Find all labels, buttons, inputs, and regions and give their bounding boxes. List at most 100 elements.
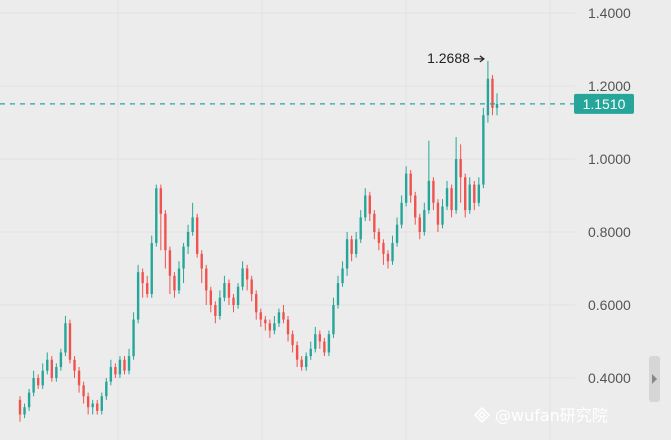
candle xyxy=(391,235,394,265)
candle xyxy=(473,180,476,211)
candle xyxy=(127,348,131,375)
candle xyxy=(96,399,99,415)
candle xyxy=(18,396,22,422)
y-tick-label: 0.4000 xyxy=(588,370,631,386)
candle xyxy=(418,213,421,240)
y-tick-label: 1.4000 xyxy=(588,5,631,21)
candle xyxy=(255,290,258,320)
candle xyxy=(327,330,331,357)
candle xyxy=(186,224,190,254)
candle xyxy=(414,191,417,225)
candle xyxy=(450,184,453,218)
y-axis: 1.4000 1.2000 1.0000 0.8000 0.6000 0.4000 xyxy=(588,5,631,386)
candle xyxy=(332,297,335,338)
grid-lines xyxy=(0,0,575,440)
candle xyxy=(264,315,267,331)
candles xyxy=(18,60,499,422)
candle xyxy=(382,239,385,265)
candle xyxy=(350,235,353,262)
candle xyxy=(459,144,462,203)
candle xyxy=(277,308,281,327)
candle xyxy=(305,352,308,371)
candle xyxy=(468,177,471,214)
candle xyxy=(341,261,344,287)
candle xyxy=(214,301,217,324)
arrow-right-icon xyxy=(473,55,485,63)
y-tick-label: 0.6000 xyxy=(588,297,631,313)
candle xyxy=(118,356,122,378)
candle xyxy=(436,199,440,232)
candle xyxy=(423,202,426,236)
caret-right-icon xyxy=(652,374,657,384)
candle xyxy=(354,232,358,258)
candle xyxy=(359,210,362,243)
candle xyxy=(491,75,494,116)
candle xyxy=(77,367,81,393)
candle xyxy=(82,381,85,404)
candle xyxy=(191,202,194,236)
watermark-text: @wufan研究院 xyxy=(495,406,608,425)
candle xyxy=(309,341,312,360)
candle xyxy=(114,363,117,378)
candle xyxy=(318,330,322,349)
candle xyxy=(132,312,135,360)
candle xyxy=(386,250,390,269)
candle xyxy=(50,356,53,382)
candle xyxy=(495,93,499,116)
scroll-handle[interactable] xyxy=(649,356,660,402)
candle xyxy=(259,308,262,327)
candle xyxy=(364,188,367,222)
candle xyxy=(100,392,103,415)
candle xyxy=(168,246,172,295)
candle xyxy=(441,199,444,229)
candle xyxy=(404,166,408,207)
candle xyxy=(146,275,149,298)
y-tick-label: 1.0000 xyxy=(588,151,631,167)
candle xyxy=(373,210,376,240)
last-price-badge-text: 1.1510 xyxy=(583,96,626,112)
candle xyxy=(250,275,253,302)
candle xyxy=(427,140,431,214)
candle xyxy=(209,286,212,313)
candle xyxy=(64,315,67,357)
candle xyxy=(227,279,231,305)
candle xyxy=(300,356,303,371)
candle xyxy=(409,169,412,203)
candle xyxy=(59,348,63,371)
candle xyxy=(345,232,349,276)
candle xyxy=(27,388,31,411)
candle xyxy=(205,264,208,305)
candle xyxy=(164,210,167,269)
candle xyxy=(464,173,467,218)
candle xyxy=(141,268,144,298)
candle xyxy=(105,378,108,400)
candle xyxy=(73,356,76,378)
y-tick-label: 1.2000 xyxy=(588,78,631,94)
candle xyxy=(68,319,72,364)
watermark: @wufan研究院 xyxy=(473,406,608,425)
candle xyxy=(55,363,58,382)
candle xyxy=(232,294,235,313)
candle xyxy=(286,315,290,342)
candle xyxy=(273,315,276,335)
candle xyxy=(182,242,185,284)
candle xyxy=(86,392,90,415)
candle xyxy=(223,275,226,302)
candle xyxy=(477,177,481,207)
candle xyxy=(400,195,403,229)
candle xyxy=(200,250,203,284)
candle xyxy=(395,217,399,247)
candle xyxy=(32,370,35,397)
candle xyxy=(150,235,153,298)
candle xyxy=(177,261,181,295)
candle xyxy=(41,363,44,389)
candle xyxy=(336,275,340,309)
candle xyxy=(445,180,449,211)
candle xyxy=(159,184,163,251)
candle xyxy=(245,264,249,291)
candle xyxy=(377,228,381,251)
candle xyxy=(236,283,240,309)
watermark-logo-icon xyxy=(473,406,491,424)
